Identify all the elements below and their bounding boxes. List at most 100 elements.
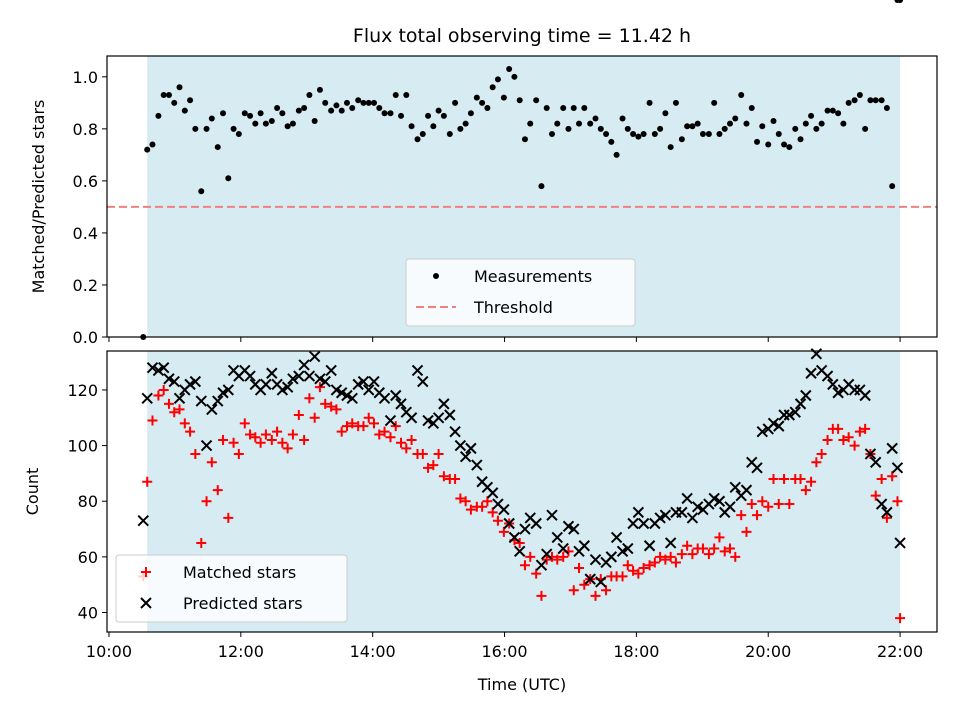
matched-star-point: [687, 549, 698, 560]
measurement-point: [230, 125, 237, 132]
matched-star-point: [169, 407, 180, 418]
measurement-point: [225, 175, 232, 182]
predicted-star-point: [346, 392, 358, 405]
measurement-point: [543, 105, 550, 112]
measurement-point: [802, 120, 809, 127]
predicted-star-point: [378, 392, 391, 405]
predicted-star-point: [584, 573, 596, 585]
matched-star-point: [525, 551, 536, 562]
matched-star-point: [212, 485, 223, 496]
predicted-star-point: [659, 509, 672, 521]
y-tick-label: 0.8: [73, 120, 98, 139]
measurement-point: [533, 97, 540, 104]
measurement-point: [467, 110, 474, 117]
matched-star-point: [811, 457, 822, 468]
matched-star-point: [644, 560, 655, 571]
matched-star-point: [649, 557, 660, 568]
measurement-point: [176, 84, 183, 91]
measurement-point: [592, 115, 599, 122]
matched-star-point: [795, 473, 806, 484]
matched-star-point: [487, 507, 498, 518]
matched-star-point: [206, 457, 217, 468]
predicted-star-point: [664, 537, 677, 549]
measurement-point: [203, 125, 210, 132]
matched-star-point: [763, 501, 774, 512]
predicted-star-point: [486, 487, 499, 499]
measurement-point: [699, 131, 706, 138]
ratio-panel: 0.0 0.2 0.4 0.6 0.8 1.0 Matched/Predicted star…: [29, 0, 938, 347]
x-tick-label: 18:00: [613, 642, 659, 661]
matched-star-point: [401, 443, 412, 454]
matched-star-point: [385, 432, 396, 443]
predicted-star-point: [146, 361, 159, 374]
matched-star-point: [477, 501, 488, 512]
matched-star-point: [287, 429, 298, 440]
matched-star-point: [665, 551, 676, 562]
measurement-point: [775, 131, 782, 138]
matched-star-point: [147, 415, 158, 426]
predicted-star-point: [471, 459, 483, 471]
matched-star-point: [568, 585, 579, 596]
matched-star-point: [423, 462, 434, 473]
matched-star-point: [314, 382, 325, 393]
measurement-point: [548, 131, 555, 138]
measurement-point: [365, 99, 372, 106]
matched-star-point: [450, 473, 461, 484]
predicted-star-point: [303, 370, 316, 382]
predicted-star-point: [643, 540, 656, 552]
measurement-point: [538, 183, 545, 190]
predicted-star-point: [432, 412, 445, 424]
predicted-star-point: [141, 392, 153, 405]
predicted-star-point: [498, 503, 510, 516]
matched-star-point: [757, 496, 768, 507]
matched-star-point: [854, 426, 865, 437]
predicted-star-point: [168, 375, 180, 388]
measurement-point: [446, 131, 453, 138]
predicted-star-point: [287, 373, 299, 385]
measurement-point: [479, 99, 486, 106]
measurement-point: [425, 112, 432, 119]
matched-star-point: [153, 390, 164, 401]
predicted-star-point: [137, 515, 149, 527]
measurement-point: [322, 99, 329, 106]
matched-star-point: [368, 418, 379, 429]
measurement-point: [527, 120, 534, 127]
predicted-star-point: [189, 375, 202, 388]
measurement-point: [726, 120, 733, 127]
predicted-star-point: [610, 531, 623, 544]
matched-star-point: [320, 398, 331, 409]
predicted-star-point: [454, 439, 467, 452]
measurement-point: [705, 131, 712, 138]
measurement-point: [220, 110, 227, 117]
measurement-point: [398, 112, 405, 119]
measurement-point: [808, 112, 815, 119]
measurement-point: [897, 0, 904, 3]
matched-star-point: [196, 537, 207, 548]
predicted-star-point: [789, 406, 801, 418]
predicted-star-point: [325, 364, 337, 377]
matched-star-point: [455, 493, 466, 504]
measurement-point: [694, 120, 701, 127]
measurement-point: [738, 92, 745, 99]
predicted-star-point: [578, 540, 591, 552]
measurement-point: [662, 110, 669, 117]
matched-star-point: [579, 579, 590, 590]
predicted-star-point: [157, 361, 170, 374]
predicted-star-point: [827, 378, 839, 391]
measurement-point: [765, 141, 772, 148]
measurement-point: [192, 125, 199, 132]
measurement-point: [311, 118, 318, 125]
measurement-point: [878, 97, 885, 104]
matched-star-point: [341, 421, 352, 432]
measurement-point: [165, 92, 172, 99]
predicted-star-point: [894, 537, 906, 549]
measurement-point: [306, 92, 313, 99]
predicted-star-point: [200, 439, 213, 452]
measurement-point: [181, 107, 188, 114]
matched-star-point: [719, 546, 730, 557]
x-tick-label: 14:00: [350, 642, 396, 661]
matched-star-point: [218, 435, 229, 446]
matched-star-point: [714, 532, 725, 543]
predicted-star-point: [405, 412, 418, 424]
y-tick-label: 100: [67, 437, 98, 456]
